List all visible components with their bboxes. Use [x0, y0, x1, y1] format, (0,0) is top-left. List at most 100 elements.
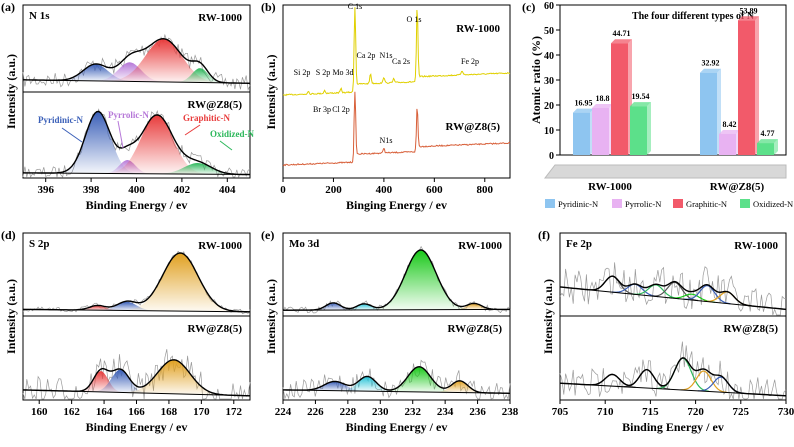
y-tick-label: 10: [544, 126, 554, 137]
legend-label: Pyridinic-N: [558, 199, 598, 209]
survey-line: [282, 91, 511, 167]
x-tick-label: 234: [437, 406, 454, 418]
x-tick-label: 172: [226, 406, 243, 418]
peak-annotation: Mo 3d: [332, 68, 353, 77]
y-tick-label: 60: [544, 1, 554, 12]
bar-top: [719, 129, 740, 134]
y-axis-label: Atomic ratio (%): [529, 36, 543, 124]
series-label: RW@Z8(5): [446, 121, 501, 133]
x-tick-label: 238: [502, 406, 519, 418]
envelope-curve: [22, 359, 250, 397]
plot-frame: [282, 4, 511, 179]
x-tick-label: 170: [193, 406, 210, 418]
bar-value-label: 18.8: [596, 94, 610, 103]
x-tick-label: 402: [174, 184, 191, 196]
x-axis-label: Binding Energy / ev: [86, 420, 188, 434]
y-tick-label: 30: [544, 76, 554, 87]
panel-title: Fe 2p: [566, 238, 592, 250]
panel-f: 705 710 715 720 725 730 Binding Energy / ev Int…: [538, 228, 794, 434]
bar-pyridinic-n: [573, 112, 590, 155]
panel-label: (c): [522, 0, 535, 14]
peak-annotation: Ca 2p: [357, 51, 376, 60]
panel-c: (c) The four different types of N 0 10 20 30 4…: [522, 0, 793, 209]
x-tick-label: 168: [161, 406, 178, 418]
x-axis-label: Binding Energy / ev: [86, 198, 188, 212]
panel-title: S 2p: [29, 238, 50, 250]
bar-side: [647, 102, 651, 155]
y-axis-label: Intensity (a.u.): [264, 279, 278, 354]
panel-a: 396 398 400 402 404 Binding Energy / ev Intens…: [1, 0, 254, 212]
legend-swatch: [673, 199, 683, 208]
peak-annotation: N1s: [380, 136, 393, 145]
legend-swatch: [740, 199, 750, 208]
peak-annotation: N1s: [380, 51, 393, 60]
peak-annotation: Fe 2p: [461, 57, 479, 66]
bar-graphitic-n: [611, 43, 628, 155]
envelope-curve: [559, 357, 787, 397]
y-axis-label: Intensity (a.u.): [264, 54, 278, 129]
x-tick-label: 800: [477, 184, 494, 196]
raw-data-line: [559, 262, 787, 316]
series-label: RW-1000: [456, 23, 500, 35]
panel-label: (a): [1, 0, 15, 14]
x-tick-label: 232: [404, 406, 421, 418]
x-tick-label: 396: [37, 184, 54, 196]
peak-annotation: Br 3p: [313, 105, 331, 114]
fitted-peak-orange: [123, 253, 238, 312]
panel-label: (d): [1, 228, 16, 242]
envelope-curve: [23, 37, 250, 85]
bar-oxidized-n: [630, 106, 647, 155]
series-label: RW-1000: [198, 12, 242, 24]
envelope-curve: [559, 275, 787, 311]
bar-value-label: 8.42: [723, 120, 737, 129]
annotation-graphitic-n: Graphitic-N: [183, 113, 230, 123]
panel-b: 0 200 400 600 800 Binging Energy / ev Intensit…: [261, 0, 511, 212]
x-tick-label: 715: [642, 406, 659, 418]
series-label: RW@Z8(5): [188, 99, 243, 111]
x-tick-label: 400: [376, 184, 393, 196]
x-tick-label: 400: [128, 184, 145, 196]
bar-side: [774, 139, 778, 155]
bar-graphitic-n: [738, 20, 755, 156]
bar-top: [611, 39, 632, 44]
bar-pyrrolic-n: [592, 108, 609, 155]
series-label: RW@Z8(5): [724, 323, 779, 335]
envelope-curve: [283, 249, 510, 311]
chart-title: The four different types of N: [632, 11, 755, 22]
panel-title: Mo 3d: [289, 238, 319, 250]
annotation-arrow: [61, 127, 83, 143]
peak-annotation: O 1s: [407, 15, 422, 24]
bar-value-label: 4.77: [761, 129, 775, 138]
bar-top: [592, 104, 613, 108]
category-label: RW@Z8(5): [710, 181, 765, 193]
envelope-curve: [22, 110, 251, 176]
series-label: RW@Z8(5): [448, 323, 503, 335]
y-tick-label: 20: [544, 101, 554, 112]
fitted-peak-gray: [651, 281, 699, 302]
bar-top: [573, 108, 594, 113]
bar-value-label: 32.92: [702, 59, 720, 68]
peak-annotation: S 2p: [316, 68, 330, 77]
peak-annotation: C 1s: [348, 2, 362, 11]
annotation-pyrrolic-n: Pyrrolic-N: [108, 110, 149, 120]
annotation-arrow: [117, 120, 124, 149]
peak-annotation: Cl 2p: [332, 105, 350, 114]
legend-label: Pyrrolic-N: [625, 199, 661, 209]
bar-top: [757, 139, 778, 144]
chart-floor: [543, 164, 787, 179]
y-axis-label: Intensity (a.u.): [4, 279, 18, 354]
x-tick-label: 228: [340, 406, 357, 418]
bar-top: [738, 16, 759, 21]
x-tick-label: 160: [31, 406, 48, 418]
fitted-peak-green: [174, 68, 226, 83]
panel-d: 160 162 164 166 168 170 172 Binding Energy / ev…: [1, 228, 251, 434]
x-axis-label: Binding Energy / ev: [622, 420, 724, 434]
y-tick-label: 50: [544, 26, 554, 37]
x-tick-label: 224: [275, 406, 292, 418]
fitted-peak-blue: [684, 284, 731, 305]
envelope-curve: [283, 365, 510, 394]
bar-oxidized-n: [757, 143, 774, 155]
annotation-arrow: [219, 140, 233, 151]
bar-value-label: 19.54: [632, 92, 650, 101]
